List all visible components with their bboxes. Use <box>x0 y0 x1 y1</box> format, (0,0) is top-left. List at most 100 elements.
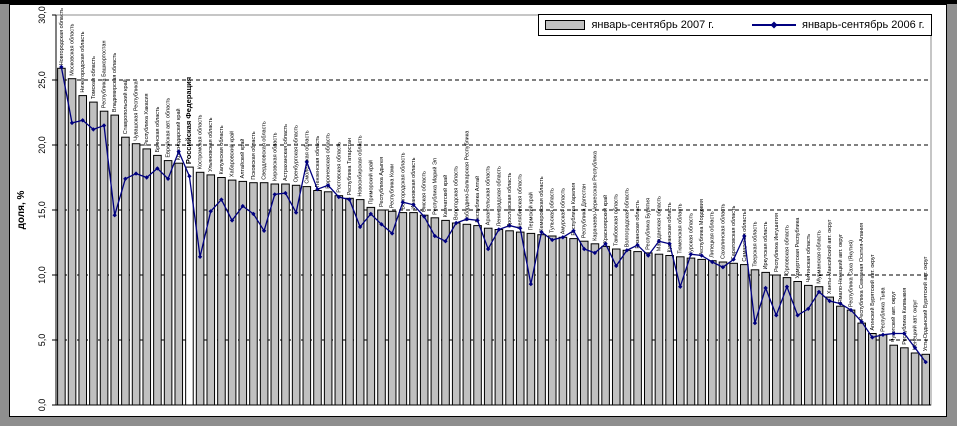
bar-22 <box>291 184 301 406</box>
line-point-47 <box>560 235 566 240</box>
bar-label-77: Республика Тыва <box>880 287 886 332</box>
bar-32 <box>398 212 408 406</box>
bar-5 <box>110 114 120 406</box>
line-point-56 <box>656 239 662 244</box>
line-point-77 <box>880 332 886 337</box>
bar-56 <box>654 253 664 406</box>
y-tick-label-4: 20,0 <box>37 136 47 154</box>
bar-label-40: Архангельская область <box>486 166 492 226</box>
bar-76 <box>868 333 877 406</box>
bar-label-9: Брянская область <box>155 106 161 152</box>
bar-27 <box>345 197 354 406</box>
bar-15 <box>217 177 226 406</box>
line-point-23 <box>304 159 309 165</box>
bar-label-53: Волгоградская область <box>624 188 630 247</box>
line-point-78 <box>891 331 896 336</box>
legend-label-2006: январь-сентябрь 2006 г. <box>802 19 925 31</box>
line-point-16 <box>229 218 235 223</box>
bar-67 <box>772 274 781 406</box>
bar-74 <box>846 309 856 406</box>
bar-label-72: Ханты-Мансийский авт. округ <box>826 220 833 295</box>
bar-label-58: Тюменская область <box>678 203 684 253</box>
bar-label-russian-federation: Российская Федерация <box>184 77 193 164</box>
bar-29 <box>366 206 376 406</box>
bar-9 <box>153 154 162 406</box>
line-point-80 <box>912 345 918 350</box>
y-tick-label-6: 30,0 <box>37 6 47 24</box>
line-point-49 <box>582 246 587 252</box>
line-marker-icon <box>770 21 778 29</box>
line-point-66 <box>763 285 768 291</box>
bar-label-52: Тамбовская область <box>614 194 620 246</box>
bar-47 <box>558 236 568 406</box>
bar-label-54: Рязанская область <box>635 200 641 248</box>
bar-51 <box>601 245 610 406</box>
bar-35 <box>430 217 440 406</box>
bar-label-63: Саратовская область <box>731 205 737 260</box>
bar-label-13: Костромская область <box>198 115 204 170</box>
legend-item-2007: январь-сентябрь 2007 г. <box>545 19 714 31</box>
bar-40 <box>483 227 493 406</box>
line-point-2 <box>80 118 85 123</box>
line-point-64 <box>742 233 747 239</box>
line-point-28 <box>357 224 363 230</box>
bar-61 <box>708 260 717 406</box>
bar-label-42: Ярославская область <box>507 172 513 227</box>
bar-36 <box>441 219 450 406</box>
bar-41 <box>494 229 504 406</box>
bar-78 <box>889 344 898 406</box>
line-point-45 <box>539 229 544 235</box>
line-point-44 <box>528 281 534 287</box>
bar-label-26: Ростовская область <box>336 142 342 193</box>
bar-16 <box>227 179 237 406</box>
line-point-61 <box>710 259 715 265</box>
bar-label-21: Астраханская область <box>283 124 289 181</box>
bar-label-44: Пермский край <box>527 192 534 230</box>
bar-label-47: Амурская область <box>560 188 566 235</box>
bar-71 <box>814 286 824 406</box>
line-point-19 <box>261 228 267 233</box>
bar-30 <box>377 209 386 406</box>
bar-10 <box>163 160 173 406</box>
bar-73 <box>836 305 845 406</box>
bar-11 <box>174 162 184 406</box>
line-series-2006 <box>60 66 927 363</box>
bar-label-22: Оренбургская область <box>294 125 300 182</box>
bar-label-67: Республика Ингушетия <box>774 213 780 272</box>
bar-13 <box>195 171 205 406</box>
line-point-17 <box>240 203 245 209</box>
bar-42 <box>505 230 514 406</box>
bar-44 <box>526 232 536 406</box>
bar-label-0: Новгородская область <box>59 8 65 65</box>
bar-label-33: Ивановская область <box>411 157 417 209</box>
bar-33 <box>409 212 418 406</box>
line-point-71 <box>816 289 822 295</box>
bar-28 <box>355 199 365 406</box>
bar-43 <box>515 231 525 406</box>
y-tick-label-5: 25,0 <box>37 71 47 89</box>
line-point-21 <box>283 190 288 196</box>
line-point-59 <box>688 252 694 257</box>
bar-label-3: Томская область <box>91 56 97 99</box>
line-point-24 <box>315 187 320 192</box>
bar-label-61: Липецкая область <box>710 211 716 257</box>
bar-59 <box>686 257 696 406</box>
bar-label-2: Нижегородская область <box>80 31 86 92</box>
line-point-20 <box>272 192 277 197</box>
line-point-46 <box>549 237 555 243</box>
legend-item-2006: январь-сентябрь 2006 г. <box>752 19 925 31</box>
line-point-74 <box>848 307 854 313</box>
line-point-6 <box>123 176 128 181</box>
bar-label-14: Ульяновская область <box>208 117 214 171</box>
bar-75 <box>857 322 866 406</box>
bar-label-49: Республика Дагестан <box>582 184 588 238</box>
line-point-25 <box>325 183 331 188</box>
line-point-22 <box>293 210 299 215</box>
line-point-67 <box>774 313 779 318</box>
bar-23 <box>302 186 312 406</box>
bar-80 <box>910 352 920 406</box>
bar-21 <box>281 183 290 406</box>
line-series-swatch-icon <box>752 21 796 29</box>
bar-label-28: Новосибирская область <box>358 135 364 196</box>
bar-label-76: Агинский Бурятский авт. округ <box>869 254 876 330</box>
